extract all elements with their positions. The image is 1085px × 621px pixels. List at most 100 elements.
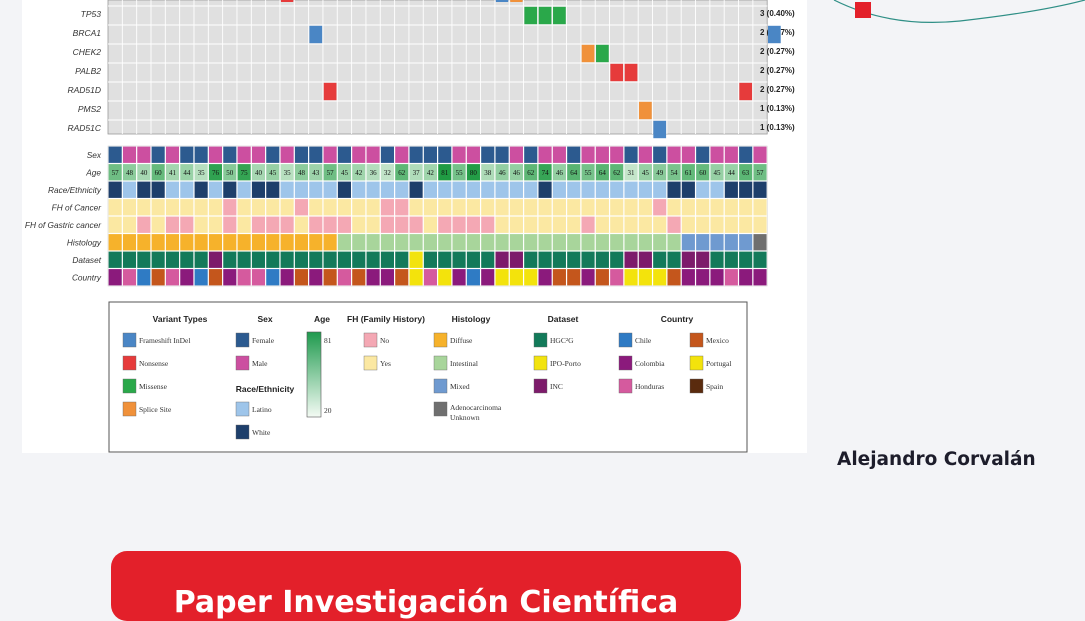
fh-cancer-cell: [337, 199, 352, 216]
fh-cancer-cell: [710, 199, 724, 216]
annotation-label: FH of Gastric cancer: [25, 220, 102, 230]
age-cell: [423, 164, 437, 181]
fh-gastric-cell: [610, 216, 624, 233]
histology-cell: [624, 234, 638, 251]
legend-label: Honduras: [635, 382, 664, 391]
histology-cell: [266, 234, 280, 251]
fh-cancer-cell: [724, 199, 738, 216]
country-cell: [194, 269, 208, 286]
legend-box: [108, 301, 748, 453]
annotation-label: FH of Cancer: [52, 203, 103, 213]
fh-gastric-cell: [208, 216, 223, 233]
age-cell: [495, 164, 509, 181]
mutation-cell: [553, 6, 566, 25]
country-cell: [151, 269, 165, 286]
sex-cell: [352, 146, 366, 163]
country-cell: [380, 269, 394, 286]
dataset-cell: [395, 251, 409, 268]
age-cell: [466, 164, 480, 181]
race-cell: [567, 181, 581, 198]
race-cell: [509, 181, 523, 198]
fh-cancer-cell: [495, 199, 509, 216]
age-cell: [395, 164, 409, 181]
sex-cell: [323, 146, 337, 163]
age-value: 49: [656, 169, 664, 177]
age-value: 46: [499, 169, 507, 177]
age-value: 45: [714, 169, 722, 177]
dataset-cell: [223, 251, 237, 268]
sex-cell: [108, 146, 122, 163]
age-cell: [552, 164, 566, 181]
race-cell: [208, 181, 223, 198]
sex-cell: [309, 146, 323, 163]
race-cell: [108, 181, 122, 198]
age-cell: [739, 164, 753, 181]
paper-button[interactable]: Paper Investigación Científica: [111, 551, 741, 621]
age-value: 42: [355, 169, 363, 177]
race-cell: [710, 181, 724, 198]
gene-label: RAD51D: [67, 85, 101, 95]
fh-gastric-cell: [266, 216, 280, 233]
mutation-cell: [524, 6, 538, 25]
legend-swatch: [235, 401, 250, 417]
author-name[interactable]: Alejandro Corvalán: [837, 449, 1036, 470]
fh-cancer-cell: [208, 199, 223, 216]
histology-cell: [509, 234, 523, 251]
dataset-cell: [452, 251, 466, 268]
age-cell: [638, 164, 652, 181]
legend-swatch: [618, 378, 633, 394]
dataset-cell: [538, 251, 552, 268]
histology-cell: [122, 234, 137, 251]
histology-cell: [395, 234, 409, 251]
country-cell: [237, 269, 251, 286]
race-cell: [724, 181, 738, 198]
sex-cell: [223, 146, 237, 163]
age-cell: [223, 164, 237, 181]
sex-cell: [538, 146, 552, 163]
legend-title: Histology: [452, 314, 491, 324]
gene-label: PALB2: [75, 66, 101, 76]
histology-cell: [337, 234, 352, 251]
gene-label: RAD51C: [67, 123, 101, 133]
sex-cell: [624, 146, 638, 163]
race-cell: [624, 181, 638, 198]
sex-cell: [739, 146, 753, 163]
dataset-cell: [438, 251, 452, 268]
fh-gastric-cell: [509, 216, 523, 233]
age-value: 60: [155, 169, 163, 177]
sex-cell: [208, 146, 223, 163]
histology-cell: [208, 234, 223, 251]
age-cell: [624, 164, 638, 181]
country-cell: [223, 269, 237, 286]
sidebar-graphic: [833, 0, 1085, 23]
country-cell: [595, 269, 609, 286]
age-cell: [151, 164, 165, 181]
country-cell: [653, 269, 667, 286]
fh-cancer-cell: [581, 199, 595, 216]
legend-swatch: [533, 378, 548, 394]
mutation-cell: [610, 63, 624, 82]
dataset-cell: [352, 251, 366, 268]
dataset-cell: [624, 251, 638, 268]
age-value: 45: [269, 169, 277, 177]
sex-cell: [366, 146, 380, 163]
sex-cell: [180, 146, 194, 163]
fh-cancer-cell: [452, 199, 466, 216]
age-value: 37: [413, 169, 421, 177]
age-cell: [180, 164, 194, 181]
age-value: 48: [298, 169, 306, 177]
dataset-cell: [739, 251, 753, 268]
histology-cell: [552, 234, 566, 251]
fh-cancer-cell: [653, 199, 667, 216]
age-value: 46: [556, 169, 564, 177]
legend-label: Mixed: [450, 382, 470, 391]
country-cell: [309, 269, 323, 286]
fh-gastric-cell: [137, 216, 151, 233]
histology-cell: [309, 234, 323, 251]
country-cell: [724, 269, 738, 286]
histology-cell: [452, 234, 466, 251]
race-cell: [194, 181, 208, 198]
legend-label: Mexico: [706, 336, 729, 345]
sex-cell: [638, 146, 652, 163]
dataset-cell: [309, 251, 323, 268]
